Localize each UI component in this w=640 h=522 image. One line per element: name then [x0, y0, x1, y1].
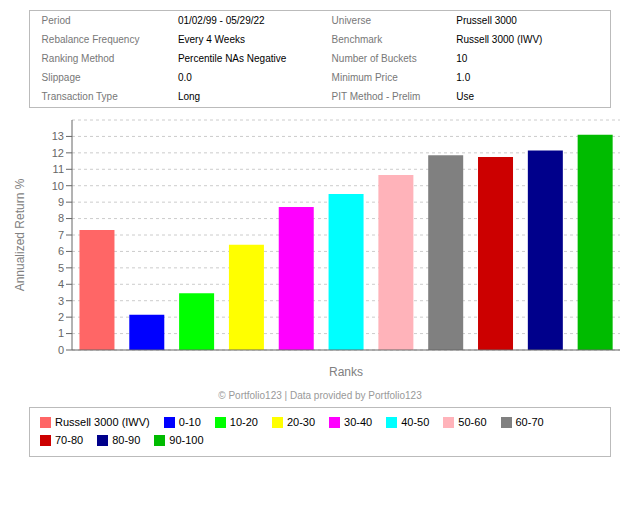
html-text:Russell 3000 (IWV): Russell 3000 (IWV) [456, 34, 543, 45]
svg-text:5: 5 [58, 262, 64, 274]
html-text:60-70: 60-70 [515, 416, 544, 428]
html-text:0-10: 0-10 [178, 416, 201, 428]
html-text:Number of Buckets: Number of Buckets [331, 53, 417, 64]
html-text:10-20: 10-20 [229, 416, 258, 428]
html-text:Rebalance Frequency: Rebalance Frequency [41, 34, 140, 45]
svg-text:Annualized Return %: Annualized Return % [13, 178, 27, 291]
html-text:30-40: 30-40 [344, 416, 373, 428]
svg-text:8: 8 [58, 212, 64, 224]
svg-text:13: 13 [52, 130, 64, 142]
html-text:0.0: 0.0 [177, 72, 192, 83]
html-text:90-100: 90-100 [169, 434, 204, 446]
html-text:Every 4 Weeks: Every 4 Weeks [177, 34, 245, 45]
html-text:Minimum Price: Minimum Price [331, 72, 398, 83]
html-text:Universe: Universe [331, 15, 372, 26]
html-text:Period: Period [41, 15, 71, 26]
svg-text:3: 3 [58, 295, 64, 307]
svg-text:1: 1 [58, 327, 64, 339]
html-text:Use: Use [456, 91, 475, 102]
svg-text:4: 4 [58, 278, 64, 290]
svg-text:12: 12 [52, 147, 64, 159]
svg-text:7: 7 [58, 229, 64, 241]
html-text:20-30: 20-30 [286, 416, 316, 428]
html-text:50-60: 50-60 [458, 416, 487, 428]
html-text:40-50: 40-50 [401, 416, 430, 428]
html-text:Percentile NAs Negative: Percentile NAs Negative [177, 53, 287, 64]
html-text:80-90: 80-90 [112, 434, 141, 446]
svg-text:6: 6 [58, 245, 64, 257]
html-text:Benchmark: Benchmark [331, 34, 383, 45]
html-text:PIT Method - Prelim: PIT Method - Prelim [331, 91, 421, 102]
svg-text:11: 11 [53, 163, 64, 175]
html-text:Transaction Type: Transaction Type [41, 91, 118, 102]
svg-text:0: 0 [58, 344, 64, 356]
html-text:70-80: 70-80 [55, 434, 84, 446]
svg-text:10: 10 [52, 180, 64, 192]
svg-text:2: 2 [58, 311, 64, 323]
svg-text:9: 9 [58, 196, 64, 208]
html-text:01/02/99 - 05/29/22: 01/02/99 - 05/29/22 [177, 15, 265, 26]
html-text:Prussell 3000: Prussell 3000 [456, 15, 517, 26]
html-text:Ranking Method: Ranking Method [41, 53, 115, 64]
html-text:© Portfolio123 | Data provided: © Portfolio123 | Data provided by Portfo… [218, 390, 422, 401]
html-text:Slippage: Slippage [41, 72, 81, 83]
html-text:Long: Long [177, 91, 201, 102]
svg-text:Ranks: Ranks [329, 365, 363, 379]
html-text:1.0: 1.0 [456, 72, 471, 83]
html-text:Russell 3000 (IWV): Russell 3000 (IWV) [55, 416, 150, 428]
html-text:10: 10 [456, 53, 468, 64]
